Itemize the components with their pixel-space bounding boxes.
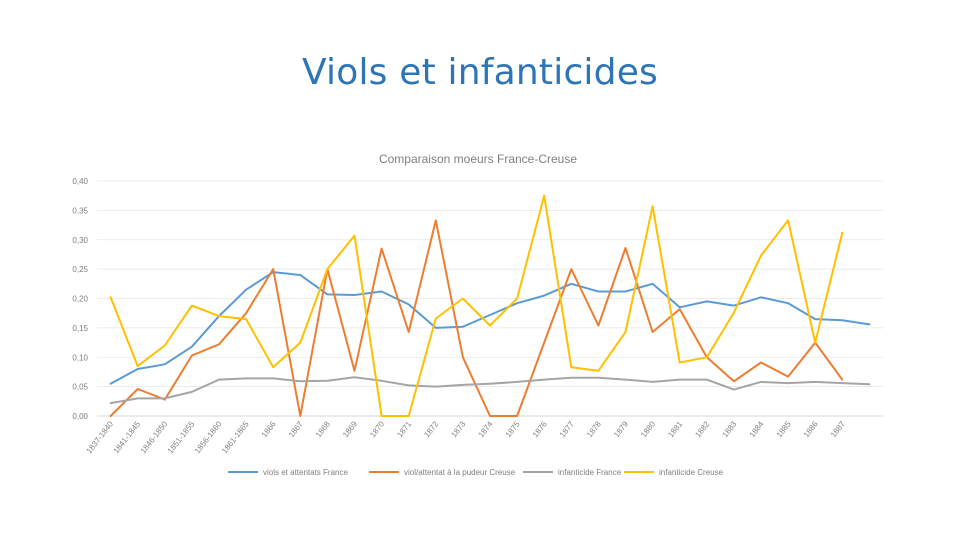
- x-tick-label: 1885: [775, 419, 793, 439]
- y-tick-label: 0,30: [72, 236, 88, 245]
- legend-label: infanticide Creuse: [659, 468, 724, 477]
- x-tick-label: 1872: [422, 419, 440, 439]
- y-tick-label: 0,40: [72, 177, 88, 186]
- y-axis: 0,00 0,05 0,10 0,15 0,20 0,25 0,30 0,35 0,40: [72, 177, 88, 421]
- series-line-2: [109, 219, 844, 417]
- x-tick-label: 1886: [802, 419, 820, 439]
- x-axis: 1837-18401841-18451846-18501851-18551856…: [84, 419, 847, 455]
- x-tick-label: 1867: [287, 419, 305, 439]
- x-tick-label: 1876: [531, 419, 549, 439]
- x-tick-label: 1878: [585, 419, 603, 439]
- x-tick-label: 1879: [612, 419, 630, 439]
- series-line-3: [109, 376, 871, 405]
- y-tick-label: 0,35: [72, 206, 88, 215]
- x-tick-label: 1882: [693, 419, 711, 439]
- x-tick-label: 1875: [504, 419, 522, 439]
- y-tick-label: 0,25: [72, 265, 88, 274]
- series-line-1: [109, 271, 871, 385]
- x-tick-label: 1874: [477, 419, 495, 439]
- series-lines: [109, 194, 871, 417]
- x-tick-label: 1868: [314, 419, 332, 439]
- x-tick-label: 1887: [829, 419, 847, 439]
- x-tick-label: 1871: [395, 419, 413, 439]
- x-tick-label: 1880: [639, 419, 657, 439]
- legend: viols et attentats France viol/attentat à…: [228, 468, 724, 477]
- y-tick-label: 0,10: [72, 353, 88, 362]
- series-line-4: [109, 194, 844, 417]
- y-tick-label: 0,05: [72, 383, 88, 392]
- x-tick-label: 1861-1865: [220, 419, 251, 455]
- slide-title: Viols et infanticides: [301, 52, 658, 93]
- x-tick-label: 1869: [341, 419, 359, 439]
- y-tick-label: 0,20: [72, 295, 88, 304]
- legend-label: viol/attentat à la pudeur Creuse: [404, 468, 516, 477]
- x-tick-label: 1883: [720, 419, 738, 439]
- x-tick-label: 1870: [368, 419, 386, 439]
- legend-label: infanticide France: [558, 468, 622, 477]
- y-tick-label: 0,15: [72, 324, 88, 333]
- x-tick-label: 1866: [260, 419, 278, 439]
- x-tick-label: 1873: [449, 419, 467, 439]
- y-tick-label: 0,00: [72, 412, 88, 421]
- x-tick-label: 1884: [748, 419, 766, 439]
- legend-label: viols et attentats France: [263, 468, 348, 477]
- x-tick-label: 1877: [558, 419, 576, 439]
- chart-title: Comparaison moeurs France-Creuse: [379, 152, 577, 166]
- x-tick-label: 1881: [666, 419, 684, 439]
